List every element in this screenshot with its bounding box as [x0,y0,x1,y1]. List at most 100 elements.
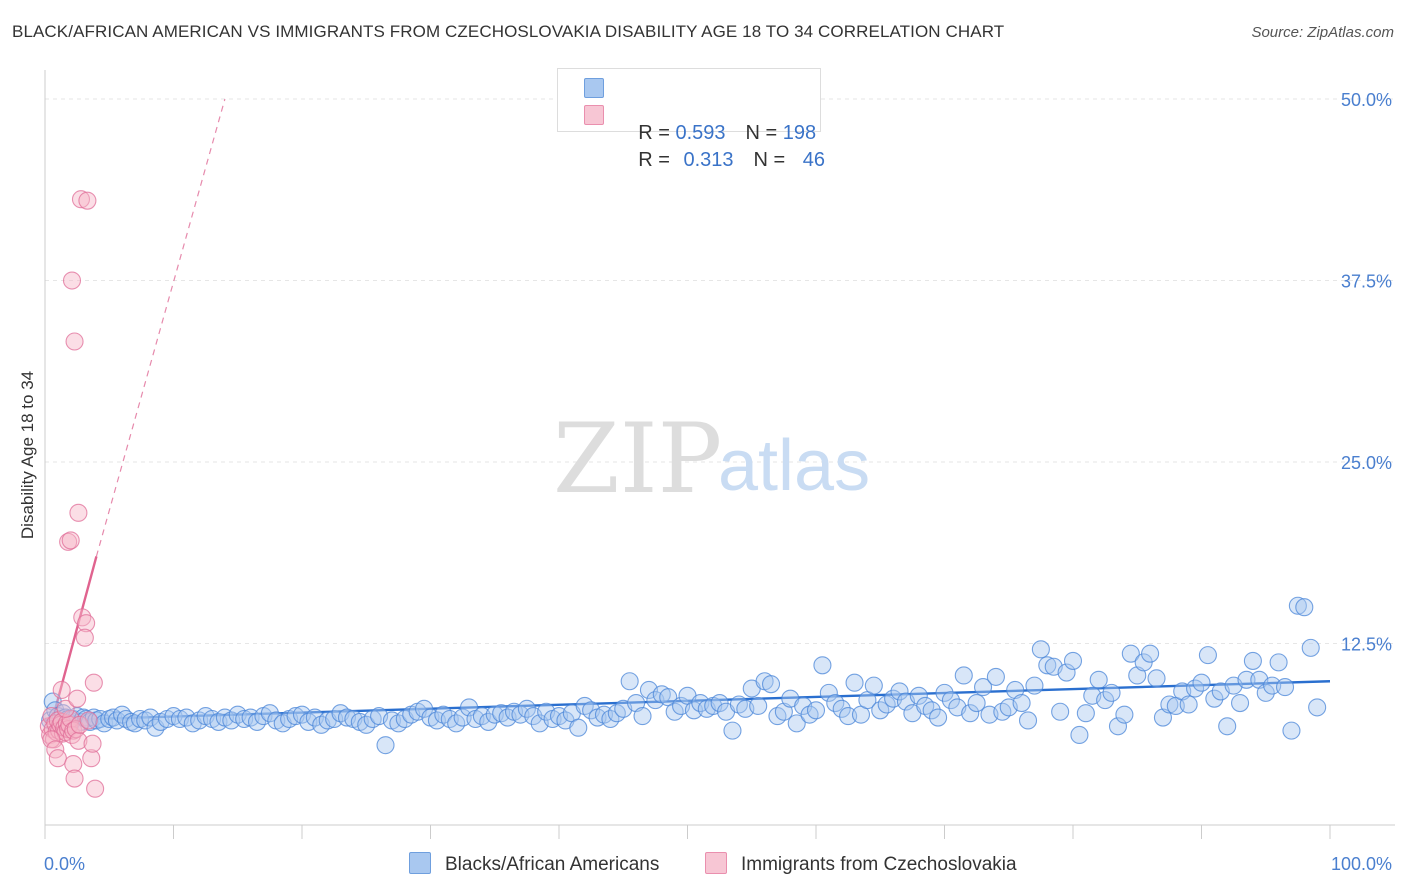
legend-r-label: R = [638,122,676,144]
data-point-series-0 [1295,598,1314,617]
data-point-series-0 [1243,651,1262,670]
data-point-series-0 [774,702,793,721]
data-point-series-0 [1141,644,1160,663]
data-point-series-0 [1102,683,1121,702]
x-tick-label: 100.0% [1331,854,1392,874]
data-point-series-0 [1198,646,1217,665]
data-point-series-0 [1231,693,1250,713]
y-tick-label: 25.0% [1341,453,1392,473]
legend-label-czech: Immigrants from Czechoslovakia [741,854,1017,875]
y-tick-label: 50.0% [1341,90,1392,110]
data-point-series-1 [78,191,97,210]
data-point-series-0 [806,701,826,720]
data-point-series-0 [1012,693,1031,713]
data-point-series-1 [61,709,80,729]
data-point-series-1 [62,271,82,290]
legend-r-value: 0.593 [675,122,726,144]
data-point-series-1 [56,699,75,718]
data-point-series-0 [1115,705,1134,724]
legend-n-label: N = [745,122,783,144]
data-point-series-0 [1121,644,1140,663]
data-point-series-0 [954,666,973,685]
data-point-series-0 [1256,683,1275,702]
data-point-series-0 [1282,721,1301,740]
data-point-series-1 [70,715,89,734]
data-point-series-0 [929,708,948,727]
data-point-series-0 [1089,670,1108,689]
data-point-series-0 [1269,653,1288,672]
data-point-series-0 [787,714,806,733]
legend-n-value: 46 [802,149,826,171]
data-point-series-0 [864,676,883,695]
y-tick-label: 12.5% [1341,635,1392,655]
data-point-series-0 [961,704,980,723]
data-point-series-0 [973,678,993,697]
data-point-series-0 [935,683,954,702]
watermark: ZIP atlas [553,403,870,515]
legend-item-blacks[interactable]: Blacks/African Americans [409,852,659,876]
data-point-series-0 [517,699,536,718]
data-point-series-1 [77,614,96,633]
data-point-series-0 [1076,704,1095,723]
axes [44,70,1395,839]
data-point-series-1 [75,628,94,647]
data-point-series-0 [749,696,768,715]
data-point-series-0 [107,711,127,730]
chart-title: BLACK/AFRICAN AMERICAN VS IMMIGRANTS FRO… [12,22,1005,41]
data-point-series-1 [42,730,61,749]
x-tick-label: 0.0% [44,854,85,874]
data-point-series-0 [1096,691,1115,710]
data-point-series-0 [832,699,851,718]
data-point-series-0 [890,682,909,701]
trend-line-extension-1 [95,98,226,557]
data-point-series-0 [1301,638,1320,657]
legend-r-label: R = [638,149,676,171]
data-point-series-0 [922,701,941,720]
data-point-series-0 [633,707,652,726]
data-point-series-1 [48,749,67,768]
legend-row-blacks: R = 0.593 N = 198 [584,76,816,144]
data-point-series-0 [1288,596,1307,615]
data-point-series-0 [376,736,395,755]
legend-swatch-blue [584,78,604,98]
data-point-series-0 [1218,717,1237,736]
data-point-series-0 [761,675,781,694]
watermark-zip-text: ZIP [553,403,722,515]
data-point-series-0 [260,704,279,723]
data-point-series-0 [1038,656,1057,675]
data-point-series-0 [1128,666,1147,685]
data-point-series-1 [61,531,80,550]
y-axis-title: Disability Age 18 to 34 [18,371,37,539]
watermark-atlas-text: atlas [718,426,870,506]
legend-label-blacks: Blacks/African Americans [445,854,660,875]
series-legend: Blacks/African Americans Immigrants from… [0,852,1406,876]
data-point-series-0 [1160,695,1179,714]
data-point-series-1 [79,711,98,730]
data-point-series-1 [83,734,102,753]
correlation-legend: R = 0.593 N = 198 R = 0.313 N = 46 [557,68,825,171]
legend-swatch-pink [705,852,727,874]
grid-lines [45,98,1395,645]
data-point-series-0 [986,667,1005,686]
data-point-series-0 [1179,695,1198,714]
data-point-series-0 [1205,689,1224,708]
source-credit: Source: ZipAtlas.com [1251,24,1394,41]
data-point-series-0 [1025,676,1044,695]
data-point-series-0 [1275,678,1295,697]
data-point-series-0 [84,708,103,727]
data-point-series-1 [69,503,88,522]
data-point-series-1 [65,769,84,788]
data-point-series-0 [1070,725,1089,745]
data-point-series-1 [68,689,87,708]
legend-item-czech[interactable]: Immigrants from Czechoslovakia [705,852,1017,876]
data-point-series-0 [1006,680,1025,700]
data-point-series-0 [569,718,588,737]
legend-r-value: 0.313 [683,149,734,171]
y-tick-label: 37.5% [1341,272,1392,292]
data-point-series-1 [84,673,103,692]
data-point-series-0 [819,683,838,702]
data-point-series-0 [1237,670,1256,689]
tick-labels: 12.5% 25.0% 37.5% 50.0% 0.0% 100.0% [44,90,1392,874]
data-point-series-0 [1153,708,1172,727]
